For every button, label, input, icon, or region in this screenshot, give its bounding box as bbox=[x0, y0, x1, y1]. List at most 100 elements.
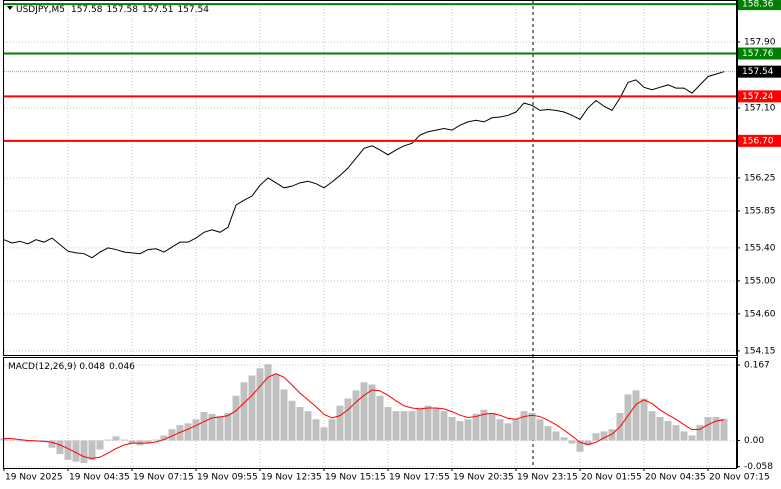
x-tick-label: 19 Nov 2025 bbox=[5, 473, 63, 483]
x-tick-label: 20 Nov 07:15 bbox=[709, 473, 770, 483]
histogram-bar bbox=[88, 440, 96, 460]
y-tick-label: 157.90 bbox=[744, 38, 776, 48]
histogram-bar bbox=[440, 411, 448, 441]
x-tick-label: 19 Nov 07:15 bbox=[133, 473, 194, 483]
y-tick-label: 155.85 bbox=[744, 206, 776, 216]
x-tick-label: 19 Nov 04:35 bbox=[69, 473, 130, 483]
x-tick-label: 20 Nov 01:55 bbox=[581, 473, 642, 483]
histogram-bar bbox=[648, 411, 656, 441]
histogram-bar bbox=[392, 411, 400, 441]
histogram-bar bbox=[288, 400, 296, 441]
histogram-bar bbox=[208, 413, 216, 441]
histogram-bar bbox=[488, 412, 496, 441]
histogram-bar bbox=[592, 433, 600, 441]
histogram-bar bbox=[400, 411, 408, 441]
histogram-bar bbox=[656, 417, 664, 441]
histogram-bar bbox=[112, 436, 120, 441]
price-line bbox=[3, 71, 725, 259]
y-tick-label: 154.15 bbox=[744, 346, 776, 356]
histogram-bar bbox=[472, 413, 480, 441]
histogram-bar bbox=[504, 423, 512, 441]
histogram-bar bbox=[448, 417, 456, 441]
level-label: 157.24 bbox=[742, 92, 774, 102]
histogram-bar bbox=[56, 440, 64, 455]
histogram-bar bbox=[704, 417, 712, 441]
x-tick-label: 19 Nov 09:55 bbox=[197, 473, 258, 483]
histogram-bar bbox=[456, 421, 464, 441]
histogram-bar bbox=[536, 419, 544, 441]
histogram-bar bbox=[248, 375, 256, 441]
histogram-bar bbox=[256, 368, 264, 441]
histogram-bar bbox=[368, 384, 376, 441]
level-box bbox=[738, 0, 781, 11]
axis-labels: 154.15 154.60 155.00 155.40 155.85 156.25 157.… bbox=[3, 0, 781, 483]
histogram-bar bbox=[664, 421, 672, 441]
level-label: 156.70 bbox=[742, 136, 774, 146]
histogram-bar bbox=[512, 419, 520, 441]
histogram-bar bbox=[232, 395, 240, 441]
histogram-bar bbox=[568, 440, 576, 444]
histogram-bar bbox=[496, 419, 504, 441]
histogram-bar bbox=[72, 440, 80, 462]
histogram-bar bbox=[424, 405, 432, 441]
histogram-bar bbox=[192, 419, 200, 441]
histogram-bar bbox=[600, 431, 608, 441]
histogram-bar bbox=[384, 407, 392, 441]
y2-tick-label: -0.058 bbox=[744, 462, 773, 472]
close: 157.54 bbox=[177, 5, 209, 15]
level-label: 158.36 bbox=[742, 0, 774, 10]
current-price-box bbox=[738, 65, 781, 78]
x-tick-label: 19 Nov 12:35 bbox=[261, 473, 322, 483]
x-tick-label: 19 Nov 20:35 bbox=[453, 473, 514, 483]
histogram-bar bbox=[296, 407, 304, 441]
open: 157.58 bbox=[71, 5, 103, 15]
histogram-bar bbox=[120, 439, 128, 441]
level-box bbox=[738, 47, 781, 60]
histogram-bar bbox=[376, 395, 384, 441]
y-tick-label: 156.25 bbox=[744, 173, 776, 183]
x-tick-label: 20 Nov 04:35 bbox=[645, 473, 706, 483]
histogram-bar bbox=[264, 364, 272, 441]
histogram-bar bbox=[240, 382, 248, 441]
histogram-bar bbox=[584, 440, 592, 446]
y-tick-label: 154.60 bbox=[744, 309, 776, 319]
y-tick-label: 157.10 bbox=[744, 103, 776, 113]
histogram-bar bbox=[416, 408, 424, 441]
low: 157.51 bbox=[142, 5, 174, 15]
histogram-bar bbox=[520, 411, 528, 441]
y-tick-label: 155.40 bbox=[744, 243, 776, 253]
histogram-bar bbox=[336, 405, 344, 441]
histogram-bar bbox=[672, 425, 680, 441]
histogram-bar bbox=[64, 440, 72, 460]
y2-tick-label: 0.167 bbox=[744, 361, 770, 371]
histogram-bar bbox=[640, 398, 648, 441]
histogram-bar bbox=[48, 440, 56, 448]
histogram-bar bbox=[80, 440, 88, 464]
macd-name: MACD(12,26,9) bbox=[8, 362, 76, 372]
histogram-bar bbox=[576, 440, 584, 452]
histogram-bar bbox=[328, 419, 336, 441]
histogram-bar bbox=[552, 431, 560, 441]
histogram-bar bbox=[712, 417, 720, 441]
y-tick-label: 155.00 bbox=[744, 276, 776, 286]
histogram-bar bbox=[352, 390, 360, 441]
histogram-bar bbox=[304, 411, 312, 441]
level-label: 157.76 bbox=[742, 49, 774, 59]
histogram-bar bbox=[312, 419, 320, 441]
x-tick-label: 19 Nov 23:15 bbox=[517, 473, 578, 483]
histogram-bar bbox=[128, 440, 136, 444]
histogram-bar bbox=[152, 439, 160, 441]
histogram-bar bbox=[216, 416, 224, 441]
histogram-bar bbox=[360, 382, 368, 441]
histogram-bar bbox=[408, 411, 416, 441]
histogram-bar bbox=[224, 412, 232, 441]
histogram-bar bbox=[624, 394, 632, 441]
histogram-bar bbox=[632, 390, 640, 441]
histogram-bar bbox=[680, 431, 688, 441]
grid bbox=[3, 0, 737, 468]
histogram-bar bbox=[544, 426, 552, 441]
histogram-bar bbox=[344, 398, 352, 441]
current-price-label: 157.54 bbox=[742, 67, 774, 77]
